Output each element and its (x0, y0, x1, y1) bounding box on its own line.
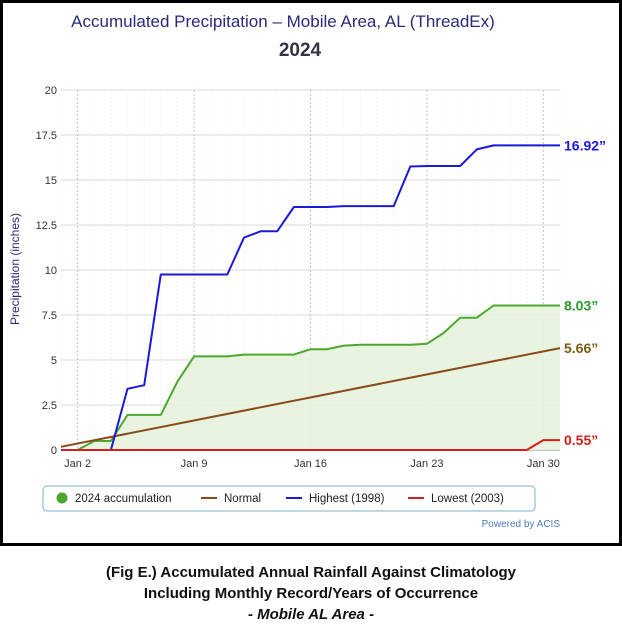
y-tick-label-3: 7.5 (42, 310, 57, 322)
y-axis-label: Precipitation (inches) (8, 213, 22, 325)
series-line-highest-1998[interactable] (61, 144, 560, 451)
legend-item-lowest[interactable]: Lowest (2003) (408, 493, 504, 505)
series-line-accumulation-2024[interactable] (61, 304, 560, 451)
legend-label-2024: 2024 accumulation (75, 493, 172, 505)
x-axis-ticks: Jan 2 Jan 9 Jan 16 Jan 23 Jan 30 (64, 458, 560, 470)
x-tick-label-3: Jan 23 (410, 458, 443, 470)
precipitation-chart: Accumulated Precipitation – Mobile Area,… (8, 12, 606, 530)
caption-line-2: Including Monthly Record/Years of Occurr… (143, 585, 479, 602)
legend-label-highest: Highest (1998) (309, 493, 385, 505)
y-tick-label-0: 0 (51, 445, 57, 457)
end-value-label-lowest: 0.55” (564, 432, 598, 448)
series-lines (60, 144, 561, 451)
legend-item-2024[interactable]: 2024 accumulation (56, 492, 172, 506)
legend-item-highest[interactable]: Highest (1998) (286, 493, 385, 505)
chart-title: Accumulated Precipitation – Mobile Area,… (71, 12, 495, 31)
caption-line-3: - Mobile AL Area - (247, 606, 375, 623)
x-tick-label-4: Jan 30 (527, 458, 560, 470)
y-tick-label-8: 20 (45, 85, 57, 97)
figure-caption: (Fig E.) Accumulated Annual Rainfall Aga… (0, 562, 622, 625)
chart-frame: Accumulated Precipitation – Mobile Area,… (0, 0, 622, 546)
y-tick-label-5: 12.5 (36, 220, 57, 232)
series-line-normal[interactable] (60, 347, 561, 448)
x-tick-label-2: Jan 16 (294, 458, 327, 470)
end-value-label-accumulation: 8.03” (564, 297, 598, 313)
end-value-label-highest: 16.92” (564, 137, 606, 153)
legend-label-normal: Normal (224, 493, 261, 505)
end-value-label-normal: 5.66” (564, 340, 598, 356)
caption-line-1: (Fig E.) Accumulated Annual Rainfall Aga… (105, 564, 517, 581)
y-axis-ticks: 0 2.5 5 7.5 10 12.5 15 17.5 20 (36, 85, 57, 457)
series-area-accumulation-2024 (61, 305, 560, 450)
y-tick-label-4: 10 (45, 265, 57, 277)
y-tick-label-6: 15 (45, 175, 57, 187)
legend-label-lowest: Lowest (2003) (431, 493, 504, 505)
chart-subtitle: 2024 (279, 40, 322, 61)
legend: 2024 accumulation Normal Highest (1998) … (42, 485, 536, 512)
acis-credit-link[interactable]: Powered by ACIS (482, 519, 561, 530)
y-tick-label-2: 5 (51, 355, 57, 367)
end-value-labels: 16.92” 8.03” 5.66” 0.55” (564, 137, 606, 448)
x-tick-label-1: Jan 9 (181, 458, 208, 470)
x-tick-label-0: Jan 2 (64, 458, 91, 470)
y-tick-label-7: 17.5 (36, 130, 57, 142)
y-tick-label-1: 2.5 (42, 400, 57, 412)
legend-item-normal[interactable]: Normal (201, 493, 261, 505)
series-line-lowest-2003[interactable] (61, 439, 560, 451)
